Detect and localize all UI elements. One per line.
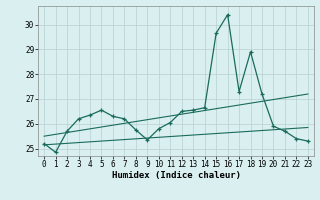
X-axis label: Humidex (Indice chaleur): Humidex (Indice chaleur) — [111, 171, 241, 180]
